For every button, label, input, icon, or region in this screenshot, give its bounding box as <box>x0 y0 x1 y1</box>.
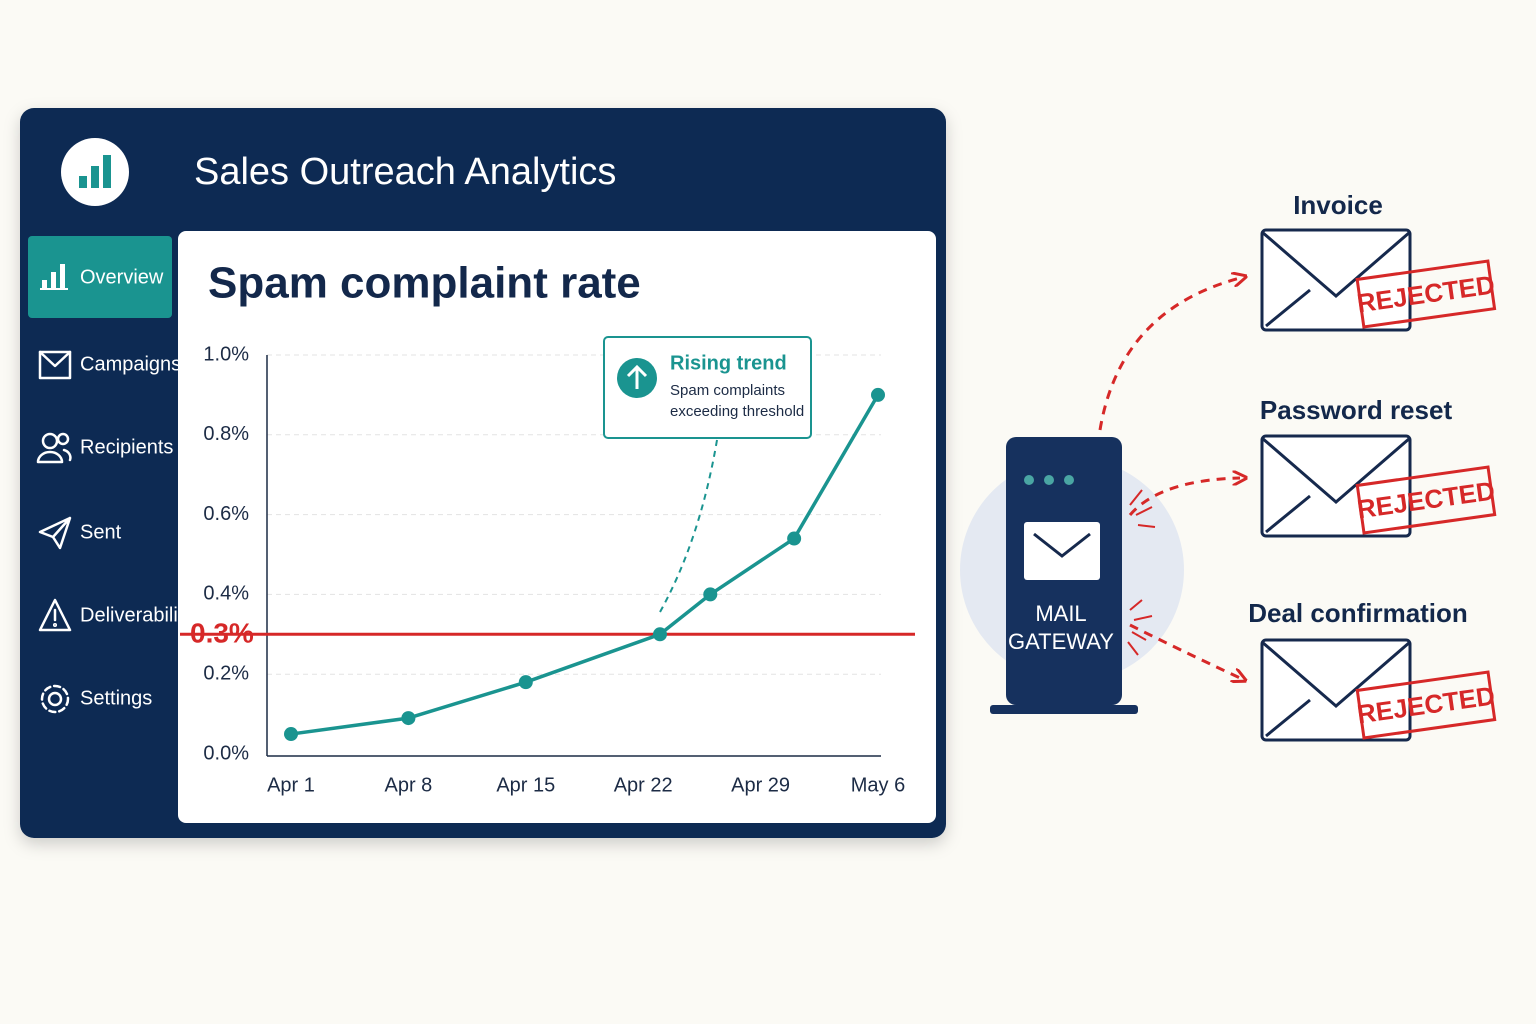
annotation-title: Rising trend <box>670 352 787 374</box>
x-tick-label: Apr 29 <box>731 774 790 796</box>
annotation-text: Spam complaints <box>670 382 785 399</box>
x-tick-label: Apr 15 <box>496 774 555 796</box>
data-point <box>401 711 416 726</box>
email: Invoice REJECTED <box>1260 190 1497 332</box>
gateway-leds <box>1024 475 1074 485</box>
annotation-box <box>603 336 812 439</box>
y-tick-label: 0.6% <box>203 503 249 525</box>
annotation-text: exceeding threshold <box>670 403 804 420</box>
data-point <box>871 387 885 402</box>
nav-item[interactable]: Overview <box>80 266 164 288</box>
email: Deal confirmation REJECTED <box>1248 598 1497 742</box>
data-point <box>787 531 802 546</box>
reject-arrow <box>1098 278 1240 431</box>
data-point <box>284 727 298 742</box>
email: Password reset REJECTED <box>1260 395 1497 538</box>
data-point <box>518 675 533 690</box>
chart-title: Spam complaint rate <box>208 259 641 308</box>
plot: 0.0% 0.2% 0.4% 0.6% 0.8% 1.0% Apr 1 Apr 8 Apr 15… <box>180 343 915 796</box>
y-tick-label: 0.0% <box>203 742 249 764</box>
nav-item[interactable]: Campaigns <box>80 353 181 375</box>
y-tick-label: 1.0% <box>203 343 249 365</box>
y-tick-label: 0.2% <box>203 662 249 684</box>
nav-item[interactable]: Settings <box>80 687 152 709</box>
arrow-up <box>626 364 648 389</box>
x-tick-label: Apr 8 <box>384 774 432 796</box>
email-label: Invoice <box>1293 190 1383 220</box>
y-tick-label: 0.4% <box>203 583 249 605</box>
data-point <box>652 627 667 642</box>
reject-arrow <box>1128 478 1240 516</box>
impact-marks <box>1127 489 1156 656</box>
gateway-envelope-flap <box>1033 532 1091 558</box>
app-title: Sales Outreach Analytics <box>194 151 616 193</box>
threshold-label: 0.3% <box>190 618 254 649</box>
email-label: Password reset <box>1260 395 1453 425</box>
gateway-label: MAIL <box>1035 601 1086 626</box>
email-label: Deal confirmation <box>1248 598 1468 628</box>
logo-bars <box>79 155 111 188</box>
gateway-base <box>990 705 1138 714</box>
gateway-label: GATEWAY <box>1008 629 1114 654</box>
x-tick-label: Apr 1 <box>267 774 315 796</box>
x-tick-label: Apr 22 <box>614 774 673 796</box>
nav-active[interactable] <box>28 236 172 318</box>
nav-item[interactable]: Sent <box>80 521 122 543</box>
x-tick-label: May 6 <box>851 774 905 796</box>
gateway-envelope <box>1024 522 1100 580</box>
nav-item[interactable]: Recipients <box>80 436 173 458</box>
nav-item[interactable]: Deliverability <box>80 604 193 626</box>
annotation-leader <box>659 439 718 613</box>
y-tick-label: 0.8% <box>203 423 249 445</box>
nav-icons <box>36 264 72 714</box>
data-point <box>703 587 718 602</box>
